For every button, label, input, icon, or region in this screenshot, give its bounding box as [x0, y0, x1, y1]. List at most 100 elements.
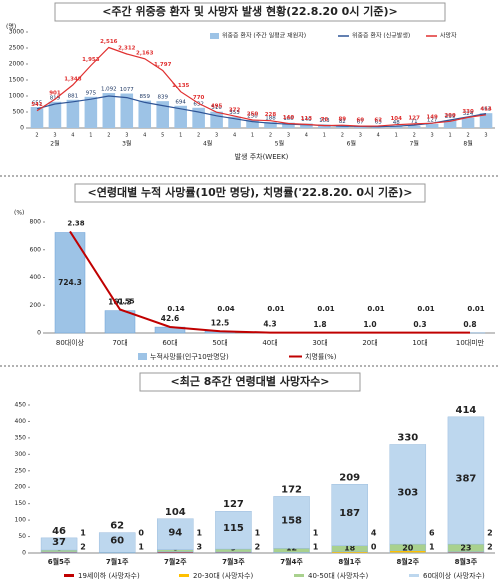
segment-label: 387	[456, 473, 477, 484]
point-label: 541	[31, 102, 43, 108]
x-tick-label: 2	[466, 133, 469, 139]
group-label: 4월	[203, 140, 212, 148]
point-label: 1,348	[64, 76, 82, 82]
bar	[120, 93, 134, 128]
point-label: 0.01	[467, 305, 484, 313]
segment-label: 1	[80, 529, 86, 538]
bar-segment	[447, 416, 485, 545]
y-tick-label: 600	[30, 246, 42, 253]
segment-label: 303	[397, 487, 418, 498]
x-tick-label: 1	[179, 133, 182, 139]
x-tick-label: 3	[53, 133, 56, 139]
segment-label: 2	[255, 543, 261, 552]
point-label: 2,312	[118, 46, 136, 52]
segment-label: 94	[168, 527, 182, 538]
x-tick-label: 2	[107, 133, 110, 139]
segment-label: 1	[313, 543, 319, 552]
point-label: 2.38	[67, 219, 84, 227]
y-tick-label: 800	[30, 219, 42, 226]
group-label: 7월	[410, 140, 419, 148]
bar	[300, 123, 313, 128]
x-tick-label: 4	[233, 133, 236, 139]
total-label: 104	[165, 507, 186, 518]
point-label: 1,953	[82, 57, 100, 63]
x-tick-label: 1	[89, 133, 92, 139]
point-label: 0.01	[317, 305, 334, 313]
y-unit: (%)	[14, 210, 24, 217]
group-label: 3월	[122, 140, 131, 148]
legend-swatch	[409, 574, 419, 577]
point-label: 228	[265, 112, 277, 118]
bar-label: 1,092	[101, 87, 117, 93]
legend-label: 누적사망률(인구10만명당)	[150, 352, 229, 361]
bar	[282, 122, 295, 128]
bar	[461, 117, 475, 128]
y-tick-label: 200	[30, 302, 42, 309]
point-label: 2,163	[136, 50, 154, 56]
point-label: 2,516	[100, 39, 118, 45]
y-tick-label: 50	[18, 533, 26, 540]
bar-label: 239	[445, 114, 456, 120]
x-axis-title: 발생 주차(WEEK)	[235, 152, 289, 161]
segment-label: 20	[402, 544, 414, 553]
legend-label: 19세이하 (사망자수)	[78, 571, 140, 580]
segment-label: 2	[487, 529, 493, 538]
bar-label: 510	[211, 105, 222, 111]
segment-label: 23	[460, 544, 471, 553]
group-label: 5월	[275, 140, 284, 148]
bar-label: 463	[481, 107, 492, 113]
segment-label: 0	[138, 529, 144, 538]
legend-label: 위중증 환자 (주간 일평균 재원자)	[222, 32, 306, 40]
point-label: 127	[408, 115, 420, 121]
bar-label: 250	[247, 114, 258, 120]
segment-label: 2	[80, 543, 86, 552]
bar-label: 166	[283, 116, 294, 122]
point-label: 104	[390, 116, 402, 122]
point-label: 0.01	[417, 305, 434, 313]
x-tick-label: 2	[341, 133, 344, 139]
total-label: 127	[223, 499, 244, 510]
y-tick-label: 0	[22, 550, 26, 557]
x-tick-label: 30대	[312, 339, 327, 347]
bar-label: 632	[193, 101, 204, 107]
bar-label: 839	[157, 95, 168, 101]
bar	[246, 120, 259, 128]
point-label: 414	[480, 106, 492, 112]
segment-label: 6	[429, 529, 435, 538]
x-tick-label: 50대	[212, 339, 227, 347]
bar	[66, 99, 80, 128]
point-label: 149	[426, 115, 438, 121]
x-tick-label: 10대미만	[456, 338, 485, 347]
title-box	[54, 2, 446, 22]
x-tick-label: 6월5주	[48, 557, 71, 566]
point-label: 250	[247, 112, 259, 118]
x-tick-label: 8월2주	[397, 557, 420, 566]
bar-label: 724.3	[58, 278, 82, 287]
point-label: 1,797	[154, 62, 172, 68]
legend-label: 60대이상 (사망자수)	[423, 571, 485, 580]
segment-label: 1	[197, 529, 203, 538]
bar	[407, 125, 421, 128]
bar-segment	[98, 532, 136, 553]
bar-label: 1077	[120, 87, 134, 93]
point-label: 140	[283, 115, 295, 121]
bar	[156, 101, 169, 128]
x-tick-label: 1	[395, 133, 398, 139]
bar-label: 353	[229, 110, 240, 116]
x-tick-label: 40대	[262, 339, 277, 347]
x-tick-label: 3	[359, 133, 362, 139]
bar-label: 67	[357, 119, 364, 125]
chart-title: <최근 8주간 연령대별 사망자수>	[170, 374, 329, 388]
segment-label: 1	[429, 543, 435, 552]
x-tick-label: 10대	[412, 339, 427, 347]
point-label: 0.04	[217, 305, 234, 313]
point-label: 209	[444, 113, 456, 119]
bar	[210, 111, 223, 128]
bar	[30, 107, 44, 128]
group-label: 2월	[50, 140, 59, 148]
x-tick-label: 20대	[362, 339, 377, 347]
group-label: 8월	[463, 140, 472, 148]
bar-label: 71	[411, 119, 418, 125]
bar-label: 12.5	[211, 318, 230, 327]
